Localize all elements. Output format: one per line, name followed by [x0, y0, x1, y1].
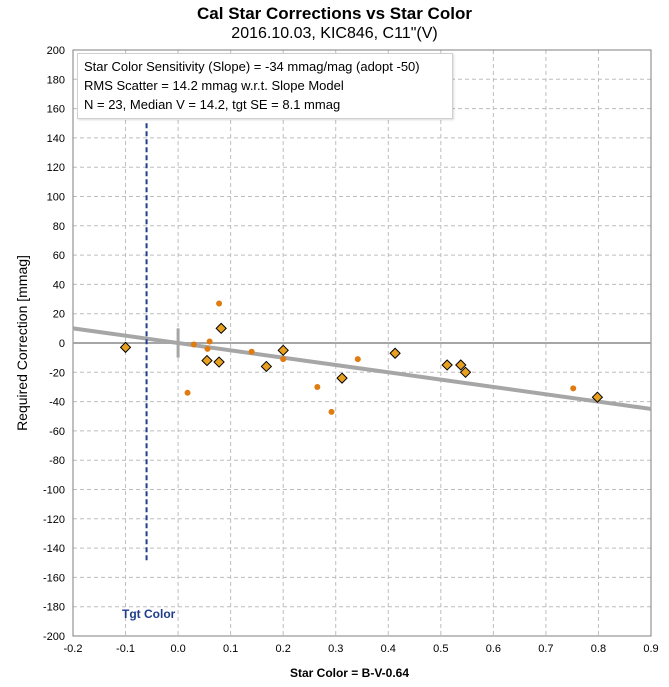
x-tick-label: 0.4: [381, 643, 396, 655]
data-point-dot: [314, 383, 321, 390]
x-tick-label: 0.0: [170, 643, 185, 655]
x-tick-label: 0.3: [328, 643, 343, 655]
annotation-line-slope: Star Color Sensitivity (Slope) = -34 mma…: [84, 59, 420, 74]
x-tick-label: 0.2: [276, 643, 291, 655]
x-tick-label: 0.9: [643, 643, 658, 655]
annotation-line-rms: RMS Scatter = 14.2 mmag w.r.t. Slope Mod…: [84, 78, 344, 93]
x-axis-label: Star Color = B-V-0.64: [289, 666, 410, 680]
y-tick-label: -20: [49, 367, 65, 379]
annotation-box: Star Color Sensitivity (Slope) = -34 mma…: [77, 53, 453, 119]
data-point-dot: [328, 408, 335, 415]
x-tick-label: -0.1: [116, 643, 135, 655]
y-tick-label: 140: [47, 133, 65, 145]
y-tick-label: 60: [53, 250, 65, 262]
data-point-diamond: [455, 359, 467, 371]
data-point-dot: [216, 300, 223, 307]
y-tick-label: 40: [53, 279, 65, 291]
data-point-dot: [354, 356, 361, 363]
x-tick-label: 0.8: [591, 643, 606, 655]
y-tick-label: -60: [49, 426, 65, 438]
data-point-diamond: [336, 372, 348, 384]
y-tick-label: -140: [43, 543, 65, 555]
y-tick-label: 80: [53, 221, 65, 233]
data-point-dot: [184, 389, 191, 396]
data-point-diamond: [215, 322, 227, 335]
data-point-dot: [206, 338, 213, 345]
y-tick-label: -180: [43, 602, 65, 614]
x-tick-label: 0.1: [223, 643, 238, 655]
y-tick-label: 0: [59, 338, 65, 350]
data-point-diamond: [213, 356, 225, 368]
y-tick-label: 160: [47, 104, 65, 116]
data-point-diamond: [201, 354, 213, 367]
data-point-diamond: [260, 360, 273, 373]
y-tick-label: -120: [43, 514, 65, 526]
data-point-diamond: [441, 359, 453, 371]
data-point-diamond: [277, 344, 289, 357]
y-tick-label: -160: [43, 572, 65, 584]
data-point-dot: [570, 385, 577, 392]
target-color-label: Tgt Color: [122, 607, 176, 621]
y-tick-label: 20: [53, 309, 65, 321]
data-point-diamond: [389, 347, 401, 359]
data-point-diamond: [119, 341, 132, 354]
slope-model-line: [72, 326, 652, 411]
y-tick-label: 100: [47, 192, 65, 204]
y-tick-label: -100: [43, 485, 65, 497]
data-point-dot: [280, 356, 287, 363]
data-point-diamond: [459, 366, 472, 379]
x-tick-label: 0.5: [433, 643, 448, 655]
y-tick-label: 180: [47, 74, 65, 86]
y-tick-label: 120: [47, 162, 65, 174]
data-point-dot: [190, 341, 197, 348]
data-point-dot: [204, 345, 211, 352]
y-tick-label: -80: [49, 455, 65, 467]
data-point-dot: [248, 348, 255, 355]
y-tick-label: 200: [47, 45, 65, 57]
x-tick-label: 0.7: [538, 643, 553, 655]
chart-title: Cal Star Corrections vs Star Color: [197, 4, 472, 23]
y-tick-label: -200: [43, 631, 65, 643]
data-point-diamond: [591, 391, 604, 403]
y-tick-label: -40: [49, 397, 65, 409]
annotation-line-stats: N = 23, Median V = 14.2, tgt SE = 8.1 mm…: [84, 97, 341, 112]
chart-subtitle: 2016.10.03, KIC846, C11"(V): [231, 25, 438, 42]
x-tick-label: 0.6: [486, 643, 501, 655]
x-tick-label: -0.2: [64, 643, 83, 655]
